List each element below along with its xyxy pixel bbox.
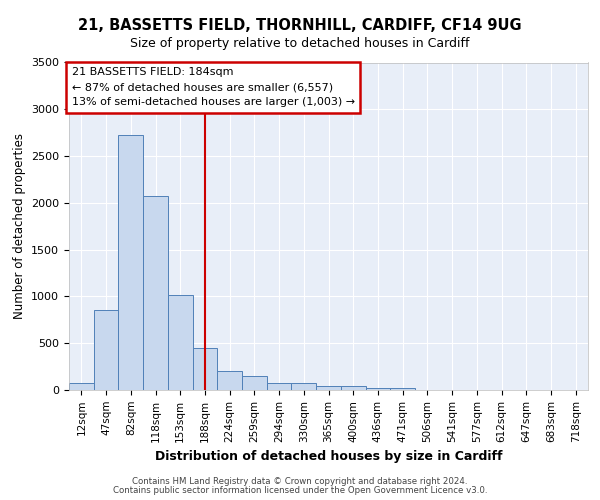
Y-axis label: Number of detached properties: Number of detached properties [13,133,26,320]
Bar [118,136,143,390]
Bar [341,386,365,390]
Bar [217,372,242,390]
Bar [94,310,118,390]
Text: 21 BASSETTS FIELD: 184sqm
← 87% of detached houses are smaller (6,557)
13% of se: 21 BASSETTS FIELD: 184sqm ← 87% of detac… [71,68,355,107]
Text: Contains HM Land Registry data © Crown copyright and database right 2024.: Contains HM Land Registry data © Crown c… [132,477,468,486]
Text: Contains public sector information licensed under the Open Government Licence v3: Contains public sector information licen… [113,486,487,495]
Bar [69,383,94,390]
Bar [193,348,217,390]
Bar [242,376,267,390]
X-axis label: Distribution of detached houses by size in Cardiff: Distribution of detached houses by size … [155,450,502,463]
Bar [365,388,390,390]
Bar [316,386,341,390]
Text: 21, BASSETTS FIELD, THORNHILL, CARDIFF, CF14 9UG: 21, BASSETTS FIELD, THORNHILL, CARDIFF, … [78,18,522,32]
Bar [267,382,292,390]
Bar [143,196,168,390]
Bar [168,296,193,390]
Bar [390,388,415,390]
Bar [292,382,316,390]
Text: Size of property relative to detached houses in Cardiff: Size of property relative to detached ho… [130,38,470,51]
